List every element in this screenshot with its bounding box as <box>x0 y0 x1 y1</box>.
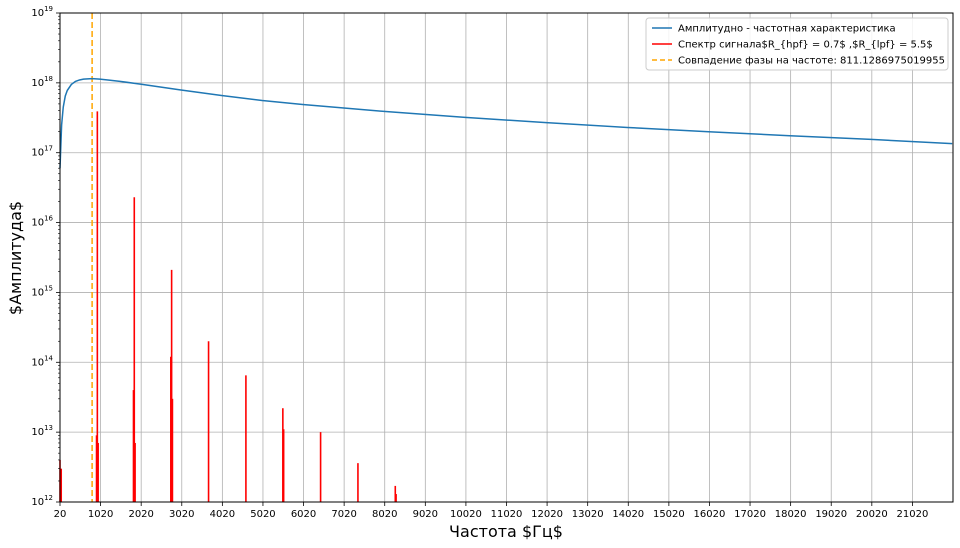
grid <box>59 12 953 503</box>
x-tick-label: 20020 <box>856 509 888 520</box>
y-tick-base: 10 <box>31 287 44 298</box>
y-tick-label: 1016 <box>31 215 53 229</box>
x-tick-label: 21020 <box>897 509 929 520</box>
y-tick-exponent: 15 <box>44 284 53 292</box>
y-tick-base: 10 <box>31 148 44 159</box>
x-tick-label: 14020 <box>612 509 644 520</box>
y-tick-base: 10 <box>31 427 44 438</box>
x-axis-title: Частота $Гц$ <box>449 522 563 541</box>
x-tick-label: 6020 <box>291 509 316 520</box>
y-tick-exponent: 16 <box>44 215 53 223</box>
legend: Амплитудно - частотная характеристика Спе… <box>645 17 949 71</box>
x-tick-label: 9020 <box>413 509 438 520</box>
series-layer <box>59 13 953 502</box>
afc-line <box>59 77 953 169</box>
x-tick-label: 16020 <box>694 509 726 520</box>
y-tick-exponent: 14 <box>44 354 53 362</box>
y-tick-label: 1017 <box>31 145 53 159</box>
y-tick-label: 1018 <box>31 75 53 89</box>
x-tick-label: 12020 <box>531 509 563 520</box>
x-tick-label: 18020 <box>775 509 807 520</box>
y-tick-label: 1012 <box>31 494 53 508</box>
x-tick-label: 13020 <box>572 509 604 520</box>
x-tick-label: 15020 <box>653 509 685 520</box>
y-tick-base: 10 <box>31 218 44 229</box>
x-tick-label: 19020 <box>815 509 847 520</box>
y-tick-base: 10 <box>31 357 44 368</box>
y-tick-label: 1013 <box>31 424 53 438</box>
x-axis: 20 1020 2020 3020 4020 5020 6020 7020 8020 9020 10… <box>54 502 929 520</box>
y-axis-title: $Амплитуда$ <box>6 201 25 315</box>
y-tick-exponent: 18 <box>44 75 53 83</box>
y-tick-base: 10 <box>31 78 44 89</box>
x-tick-label: 4020 <box>210 509 235 520</box>
y-tick-label: 1015 <box>31 284 53 298</box>
x-tick-label: 3020 <box>169 509 194 520</box>
legend-label: Спектр сигнала$R_{hpf} = 0.7$ ,$R_{lpf} … <box>678 40 933 51</box>
x-tick-label: 10020 <box>450 509 482 520</box>
x-tick-label: 11020 <box>491 509 523 520</box>
y-tick-base: 10 <box>31 8 44 19</box>
y-tick-base: 10 <box>31 497 44 508</box>
x-tick-label: 8020 <box>372 509 397 520</box>
y-tick-exponent: 19 <box>44 5 53 13</box>
legend-label: Совпадение фазы на частоте: 811.12869750… <box>678 56 945 67</box>
legend-box <box>645 17 949 71</box>
x-tick-label: 5020 <box>250 509 275 520</box>
legend-label: Амплитудно - частотная характеристика <box>678 24 896 35</box>
x-tick-label: 17020 <box>734 509 766 520</box>
y-tick-exponent: 13 <box>44 424 53 432</box>
x-tick-label: 7020 <box>331 509 356 520</box>
x-tick-label: 1020 <box>88 509 113 520</box>
x-tick-label: 2020 <box>128 509 153 520</box>
y-tick-exponent: 17 <box>44 145 53 153</box>
x-tick-label: 20 <box>54 509 67 520</box>
y-tick-label: 1014 <box>31 354 53 368</box>
y-tick-exponent: 12 <box>44 494 53 502</box>
y-tick-label: 1019 <box>31 5 53 19</box>
